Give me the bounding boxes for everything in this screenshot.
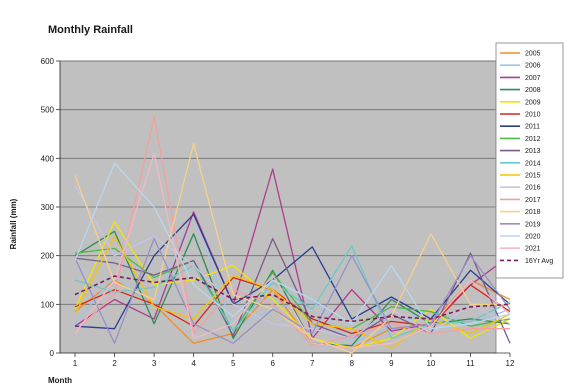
y-tick-label: 400 [41, 154, 55, 163]
y-tick-label: 300 [41, 203, 55, 212]
chart-title: Monthly Rainfall [48, 24, 133, 36]
legend-label: 2015 [525, 173, 541, 180]
x-axis-title: Month [48, 376, 72, 385]
legend-label: 16Yr Avg [525, 258, 553, 265]
x-tick-label: 9 [389, 359, 394, 368]
series-line-2021 [74, 152, 511, 349]
series-line-2011 [74, 213, 511, 330]
series-line-2016 [74, 184, 511, 340]
x-tick-label: 10 [426, 359, 435, 368]
legend-label: 2012 [525, 136, 541, 143]
x-tick-label: 5 [231, 359, 236, 368]
y-tick-label: 0 [50, 349, 55, 358]
series-line-2014 [74, 245, 511, 340]
y-axis-title: Rainfall (mm) [9, 198, 18, 249]
legend-label: 2010 [525, 112, 541, 119]
legend-label: 2021 [525, 246, 541, 253]
x-tick-label: 11 [466, 359, 475, 368]
x-tick-label: 8 [350, 359, 355, 368]
x-tick-label: 12 [506, 359, 515, 368]
legend-label: 2013 [525, 148, 541, 155]
x-tick-label: 2 [112, 359, 117, 368]
y-tick-label: 100 [41, 300, 55, 309]
y-tick-label: 600 [41, 57, 55, 66]
x-tick-label: 7 [310, 359, 315, 368]
series-lines [74, 116, 511, 354]
legend-label: 2016 [525, 185, 541, 192]
series-line-16yr-avg [74, 275, 511, 323]
y-tick-label: 500 [41, 106, 55, 115]
y-tick-label: 200 [41, 252, 55, 261]
legend-label: 2018 [525, 209, 541, 216]
x-tick-label: 3 [152, 359, 157, 368]
series-line-2015 [74, 235, 511, 349]
x-tick-label: 6 [271, 359, 276, 368]
series-line-2020 [74, 162, 511, 330]
series-line-2017 [74, 116, 510, 347]
legend-label: 2011 [525, 124, 540, 131]
series-line-2019 [74, 237, 511, 344]
legend-label: 2014 [525, 160, 541, 167]
x-tick-label: 4 [191, 359, 196, 368]
series-line-2013 [74, 237, 511, 344]
legend-label: 2020 [525, 234, 541, 241]
legend-label: 2009 [525, 99, 541, 106]
legend-label: 2005 [525, 51, 541, 58]
legend: 2005 2006 2007 2008 2009 2010 2011 2012 2013 2014… [495, 42, 564, 279]
legend-label: 2017 [525, 197, 541, 204]
legend-label: 2007 [525, 75, 541, 82]
legend-box [495, 42, 564, 279]
legend-label: 2006 [525, 63, 541, 70]
x-tick-label: 1 [73, 359, 78, 368]
gridlines [60, 60, 496, 305]
legend-label: 2008 [525, 87, 541, 94]
series-line-2018 [74, 143, 510, 354]
legend-label: 2019 [525, 221, 541, 228]
